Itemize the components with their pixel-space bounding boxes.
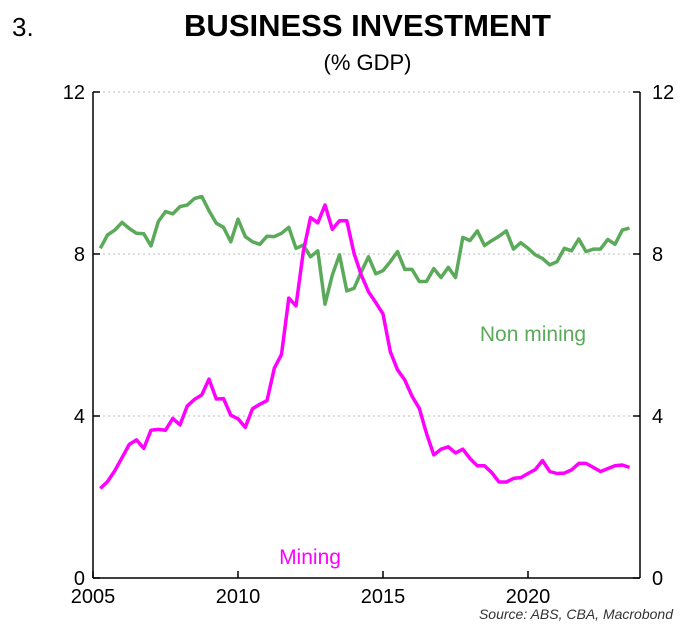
x-tick-label: 2005 <box>71 586 116 608</box>
series-label-mining: Mining <box>279 546 341 569</box>
y-tick-label-left: 8 <box>74 244 85 266</box>
chart-subtitle: (% GDP) <box>323 50 412 75</box>
source-note: Source: ABS, CBA, Macrobond <box>478 606 673 622</box>
chart-title: BUSINESS INVESTMENT <box>184 8 551 43</box>
x-tick-label: 2020 <box>506 586 551 608</box>
y-tick-label-right: 4 <box>652 406 663 428</box>
y-tick-label-left: 12 <box>63 82 85 104</box>
y-tick-label-right: 12 <box>652 82 674 104</box>
series-line-mining <box>99 203 631 490</box>
series-label-non-mining: Non mining <box>480 323 586 346</box>
x-tick-label: 2010 <box>216 586 261 608</box>
y-tick-label-left: 0 <box>74 568 85 590</box>
y-tick-label-right: 0 <box>652 568 663 590</box>
figure-number: 3. <box>12 12 34 42</box>
series-line-non-mining <box>98 194 630 306</box>
x-tick-label: 2015 <box>361 586 406 608</box>
y-tick-label-right: 8 <box>652 244 663 266</box>
y-tick-label-left: 4 <box>74 406 85 428</box>
